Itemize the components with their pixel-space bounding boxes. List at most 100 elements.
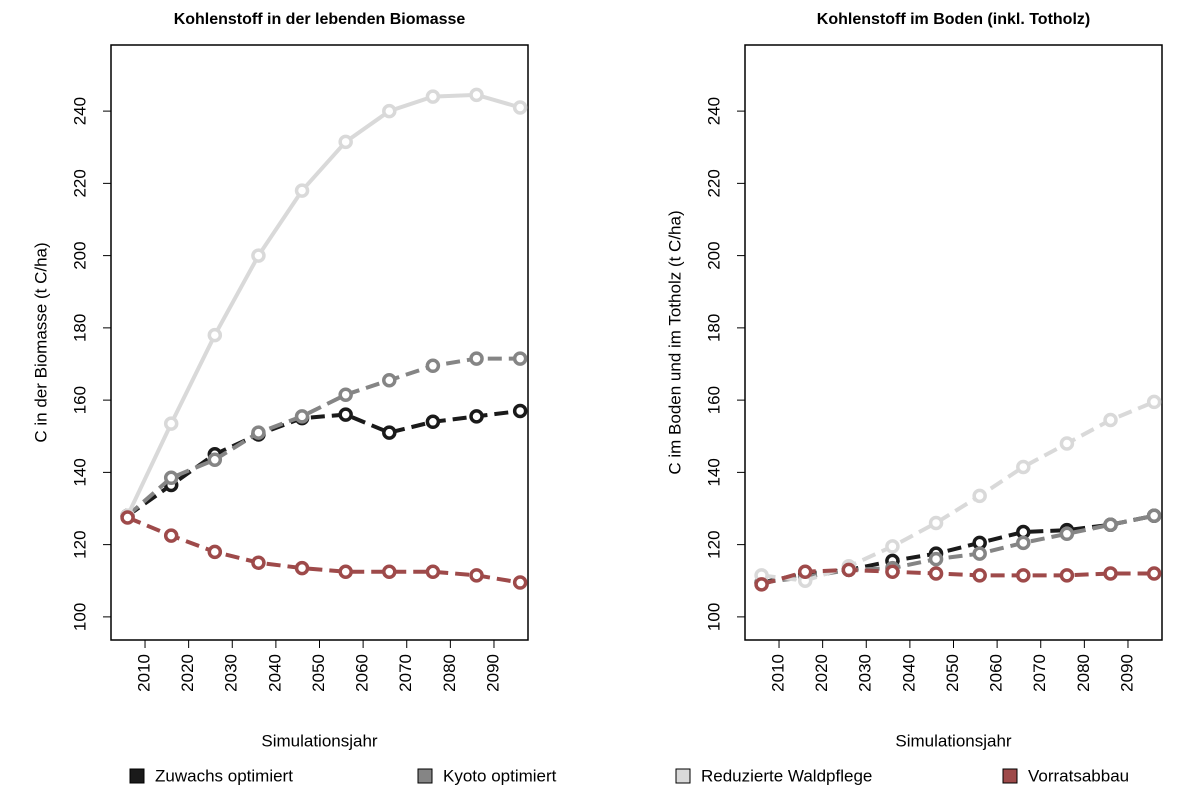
- x-tick-label: 2050: [943, 654, 962, 692]
- y-tick-label: 240: [70, 97, 89, 125]
- y-tick-label: 200: [70, 241, 89, 269]
- data-point: [294, 560, 310, 576]
- series-line: [126, 515, 521, 585]
- x-tick-label: 2080: [440, 654, 459, 692]
- data-point: [251, 555, 266, 570]
- data-point: [382, 103, 397, 119]
- data-point: [885, 539, 900, 554]
- y-axis-label: C in der Biomasse (t C/ha): [31, 242, 50, 442]
- data-point: [163, 416, 179, 431]
- data-point: [338, 564, 353, 579]
- x-axis-label: Simulationsjahr: [261, 731, 378, 750]
- y-tick-label: 100: [704, 603, 723, 631]
- data-point: [1016, 568, 1031, 583]
- legend-swatch: [417, 768, 433, 784]
- x-tick-label: 2020: [178, 654, 197, 692]
- data-point: [1016, 459, 1031, 475]
- data-point: [207, 327, 223, 343]
- data-point: [294, 183, 310, 198]
- legend-swatch: [675, 768, 691, 784]
- legend-label: Kyoto optimiert: [443, 766, 557, 785]
- y-tick-label: 160: [704, 386, 723, 414]
- data-point: [1146, 394, 1162, 410]
- data-point: [1103, 412, 1118, 428]
- data-point: [928, 515, 944, 531]
- legend-label: Reduzierte Waldpflege: [701, 766, 872, 785]
- legend-swatch: [1002, 768, 1018, 784]
- data-point: [1103, 566, 1118, 581]
- y-tick-label: 220: [70, 169, 89, 197]
- y-tick-label: 220: [704, 169, 723, 197]
- data-point: [841, 562, 857, 578]
- data-point: [251, 425, 266, 440]
- data-point: [294, 409, 310, 424]
- x-tick-label: 2080: [1074, 654, 1093, 692]
- data-point: [382, 425, 397, 440]
- data-point: [512, 403, 528, 419]
- y-tick-label: 180: [704, 314, 723, 342]
- data-point: [163, 528, 179, 543]
- data-point: [797, 564, 813, 579]
- data-point: [972, 488, 987, 504]
- data-point: [1016, 535, 1031, 551]
- series-line: [125, 92, 521, 517]
- legend-swatch: [129, 768, 145, 784]
- data-point: [163, 470, 179, 486]
- data-point: [754, 577, 769, 592]
- x-tick-label: 2070: [396, 654, 415, 692]
- data-point: [425, 358, 441, 374]
- x-tick-label: 2060: [987, 654, 1006, 692]
- data-point: [928, 551, 944, 567]
- series-line: [761, 400, 1155, 583]
- y-tick-label: 240: [704, 97, 723, 125]
- x-tick-label: 2090: [483, 654, 502, 692]
- x-tick-label: 2010: [769, 654, 788, 692]
- y-tick-label: 100: [70, 603, 89, 631]
- x-tick-label: 2060: [353, 654, 372, 692]
- data-point: [120, 510, 135, 525]
- series-line: [761, 567, 1155, 587]
- data-point: [469, 351, 484, 366]
- y-tick-label: 120: [70, 530, 89, 558]
- data-point: [885, 564, 900, 579]
- data-point: [512, 575, 528, 590]
- data-point: [207, 452, 223, 467]
- y-tick-label: 180: [70, 314, 89, 342]
- data-point: [425, 89, 441, 104]
- y-tick-label: 200: [704, 241, 723, 269]
- series-line: [126, 356, 521, 518]
- data-point: [512, 100, 528, 115]
- chart-title: Kohlenstoff im Boden (inkl. Totholz): [817, 11, 1090, 28]
- data-point: [1103, 517, 1118, 533]
- x-tick-label: 2050: [309, 654, 328, 692]
- y-tick-label: 140: [70, 458, 89, 486]
- data-point: [382, 564, 397, 579]
- data-point: [338, 407, 353, 422]
- data-point: [1059, 568, 1075, 583]
- legend-label: Vorratsabbau: [1028, 766, 1129, 785]
- x-tick-label: 2070: [1030, 654, 1049, 692]
- data-point: [928, 566, 944, 581]
- y-tick-label: 160: [70, 386, 89, 414]
- data-point: [338, 387, 353, 402]
- data-point: [338, 134, 353, 150]
- data-point: [425, 414, 441, 430]
- x-tick-label: 2090: [1117, 654, 1136, 692]
- data-point: [1146, 508, 1162, 523]
- data-point: [469, 87, 484, 103]
- x-axis-label: Simulationsjahr: [895, 731, 1012, 750]
- x-tick-label: 2040: [265, 654, 284, 692]
- data-point: [425, 564, 441, 579]
- x-tick-label: 2040: [899, 654, 918, 692]
- y-tick-label: 140: [704, 458, 723, 486]
- y-axis-label: C im Boden und im Totholz (t C/ha): [665, 210, 684, 474]
- x-tick-label: 2010: [135, 654, 154, 692]
- y-tick-label: 120: [704, 530, 723, 558]
- data-point: [469, 409, 484, 424]
- plot-frame: [110, 44, 529, 641]
- data-point: [1059, 436, 1075, 451]
- data-point: [972, 546, 987, 561]
- x-tick-label: 2020: [812, 654, 831, 692]
- data-point: [207, 544, 223, 560]
